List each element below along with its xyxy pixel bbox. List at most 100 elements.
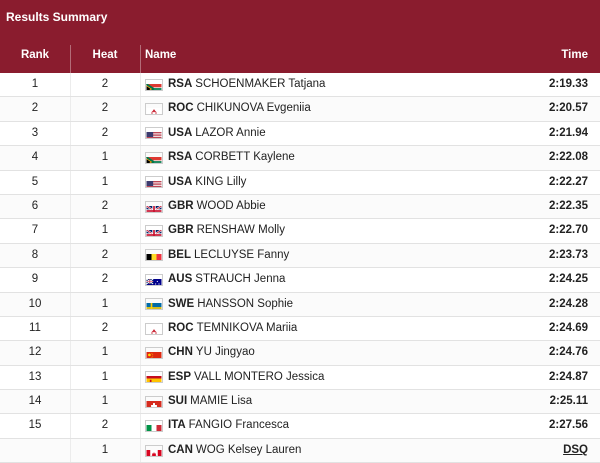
- athlete-name[interactable]: LECLUYSE Fanny: [194, 244, 289, 267]
- column-divider: [140, 219, 141, 242]
- heat-cell: 2: [70, 244, 140, 267]
- results-header: Results Summary Rank Heat Name Time: [0, 0, 600, 73]
- athlete-name[interactable]: MAMIE Lisa: [190, 390, 252, 413]
- time-cell: 2:24.87: [500, 366, 588, 389]
- time-cell: 2:27.56: [500, 414, 588, 437]
- rank-cell: 8: [0, 244, 70, 267]
- esp-flag-icon: [145, 371, 163, 383]
- athlete-name[interactable]: WOG Kelsey Lauren: [196, 439, 301, 462]
- athlete-name[interactable]: CORBETT Kaylene: [195, 146, 295, 169]
- column-divider: [140, 244, 141, 267]
- athlete-name[interactable]: WOOD Abbie: [197, 195, 266, 218]
- column-divider: [140, 390, 141, 413]
- roc-flag-icon: [145, 323, 163, 335]
- column-divider: [140, 73, 141, 96]
- time-cell: 2:25.11: [500, 390, 588, 413]
- rank-cell: 15: [0, 414, 70, 437]
- rank-cell: 9: [0, 268, 70, 291]
- athlete-name[interactable]: SCHOENMAKER Tatjana: [195, 73, 325, 96]
- rank-cell: 11: [0, 317, 70, 340]
- column-divider: [140, 97, 141, 120]
- noc-code: SUI: [168, 390, 187, 413]
- noc-code: ITA: [168, 414, 186, 437]
- rsa-flag-icon: [145, 79, 163, 91]
- athlete-name[interactable]: KING Lilly: [195, 171, 246, 194]
- time-cell: 2:21.94: [500, 122, 588, 145]
- time-cell: 2:22.35: [500, 195, 588, 218]
- athlete-name[interactable]: FANGIO Francesca: [189, 414, 289, 437]
- rank-cell: [0, 439, 70, 462]
- heat-cell: 2: [70, 414, 140, 437]
- sui-flag-icon: [145, 396, 163, 408]
- rank-cell: 5: [0, 171, 70, 194]
- heat-cell: 1: [70, 439, 140, 462]
- bel-flag-icon: [145, 249, 163, 261]
- column-divider: [140, 268, 141, 291]
- gbr-flag-icon: [145, 201, 163, 213]
- noc-code: USA: [168, 122, 192, 145]
- column-header-name[interactable]: Name: [145, 49, 176, 61]
- time-cell: 2:22.27: [500, 171, 588, 194]
- heat-cell: 1: [70, 390, 140, 413]
- noc-code: BEL: [168, 244, 191, 267]
- athlete-name[interactable]: TEMNIKOVA Mariia: [197, 317, 298, 340]
- heat-cell: 1: [70, 219, 140, 242]
- noc-code: RSA: [168, 73, 192, 96]
- athlete-name[interactable]: LAZOR Annie: [195, 122, 265, 145]
- column-header-rank[interactable]: Rank: [0, 49, 70, 61]
- athlete-name[interactable]: HANSSON Sophie: [197, 293, 293, 316]
- column-header-time[interactable]: Time: [520, 49, 588, 61]
- column-divider: [140, 293, 141, 316]
- usa-flag-icon: [145, 176, 163, 188]
- time-cell: 2:22.08: [500, 146, 588, 169]
- athlete-name[interactable]: RENSHAW Molly: [197, 219, 285, 242]
- athlete-name[interactable]: YU Jingyao: [196, 341, 255, 364]
- athlete-name[interactable]: VALL MONTERO Jessica: [194, 366, 324, 389]
- header-divider: [140, 45, 141, 73]
- rank-cell: 2: [0, 97, 70, 120]
- heat-cell: 1: [70, 341, 140, 364]
- time-cell[interactable]: DSQ: [500, 439, 588, 462]
- column-divider: [140, 317, 141, 340]
- column-divider: [140, 195, 141, 218]
- column-header-heat[interactable]: Heat: [70, 49, 140, 61]
- athlete-name[interactable]: STRAUCH Jenna: [195, 268, 285, 291]
- noc-code: RSA: [168, 146, 192, 169]
- athlete-name[interactable]: CHIKUNOVA Evgeniia: [197, 97, 311, 120]
- heat-cell: 2: [70, 122, 140, 145]
- noc-code: SWE: [168, 293, 194, 316]
